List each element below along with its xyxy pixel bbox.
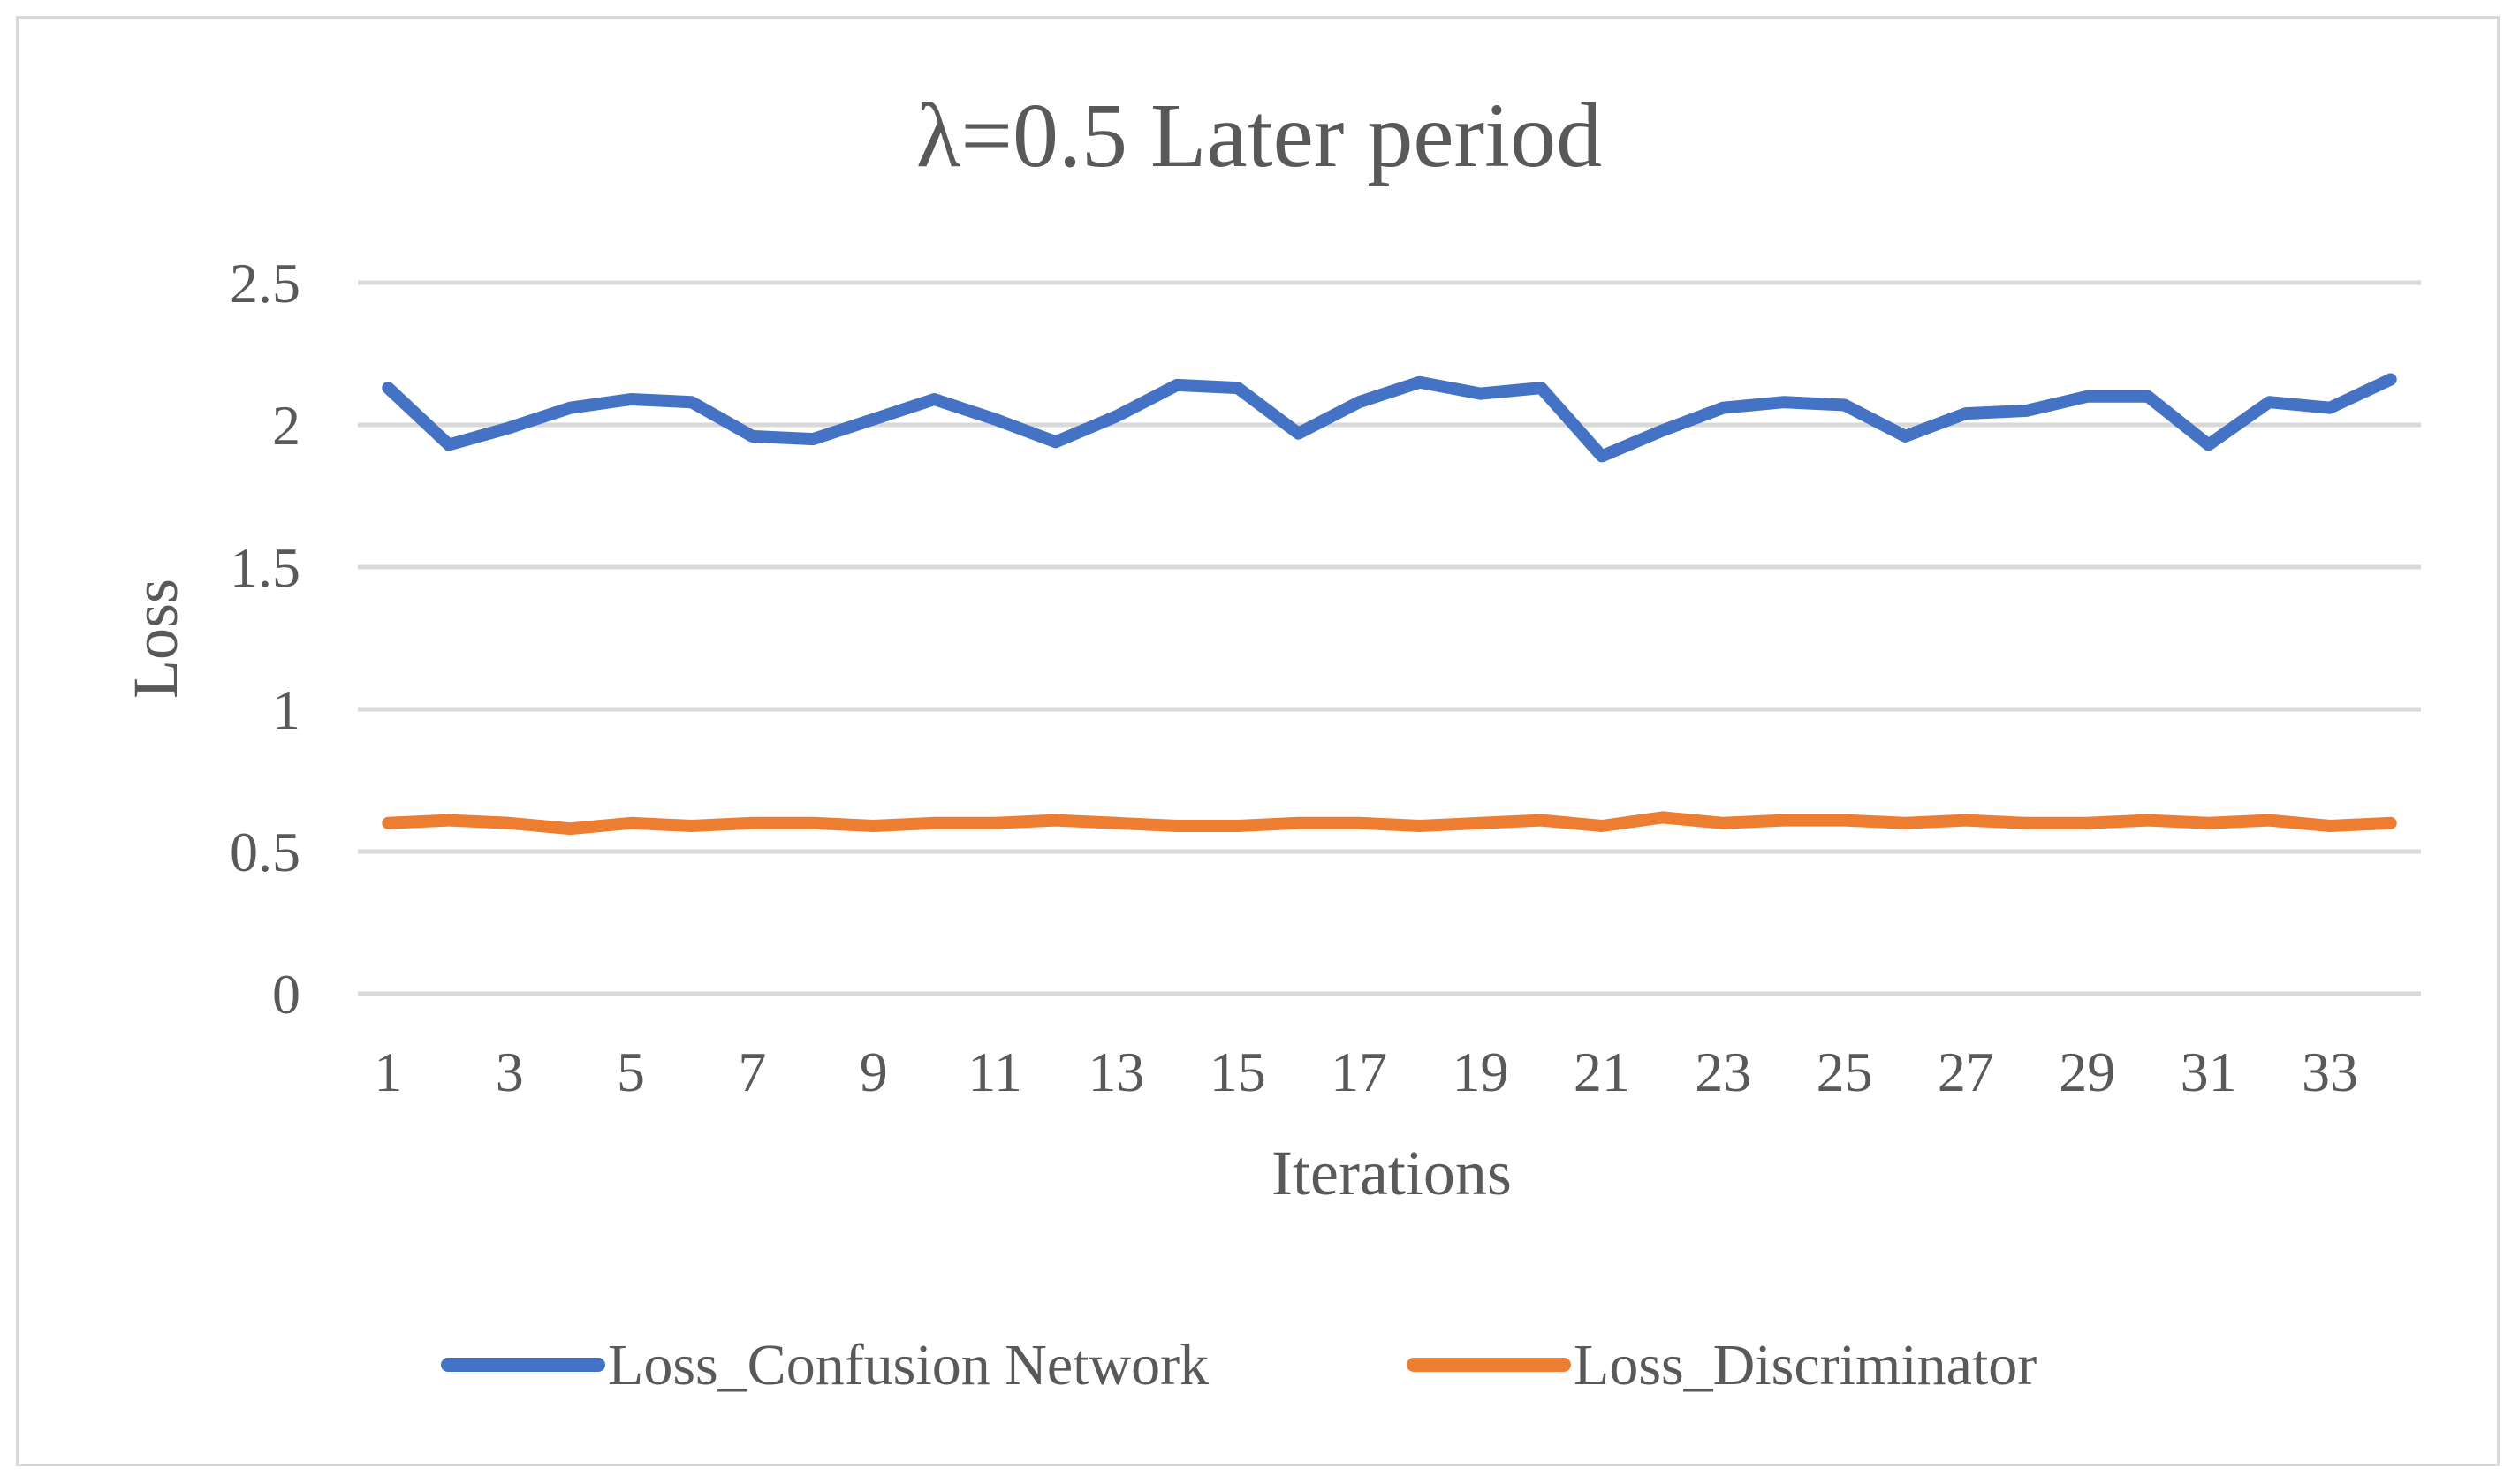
y-tick-label: 1.5 — [230, 536, 300, 599]
x-tick-label: 17 — [1331, 1041, 1387, 1103]
y-tick-label: 0 — [272, 963, 300, 1026]
x-tick-label: 13 — [1088, 1041, 1144, 1103]
x-tick-label: 27 — [1938, 1041, 1994, 1103]
x-tick-label: 1 — [374, 1041, 402, 1103]
y-tick-label: 2.5 — [230, 252, 300, 314]
y-tick-label: 1 — [272, 678, 300, 741]
x-tick-label: 15 — [1210, 1041, 1266, 1103]
x-tick-label: 3 — [496, 1041, 524, 1103]
x-tick-label: 9 — [860, 1041, 888, 1103]
x-tick-label: 7 — [738, 1041, 766, 1103]
y-tick-label: 2 — [272, 394, 300, 457]
legend-label-confusion-network: Loss_Confusion Network — [608, 1333, 1209, 1397]
x-axis-label: Iterations — [1271, 1138, 1512, 1208]
x-tick-label: 19 — [1453, 1041, 1509, 1103]
x-tick-label: 11 — [967, 1041, 1022, 1103]
x-tick-label: 31 — [2181, 1041, 2237, 1103]
x-tick-label: 29 — [2059, 1041, 2115, 1103]
y-axis-label: Loss — [120, 579, 191, 699]
series-line-discriminator — [382, 811, 2397, 836]
series-line-confusion-network — [382, 373, 2397, 463]
x-tick-label: 33 — [2302, 1041, 2358, 1103]
gridlines — [358, 280, 2421, 996]
x-tick-label: 5 — [617, 1041, 645, 1103]
x-tick-label: 21 — [1574, 1041, 1630, 1103]
series-lines — [382, 373, 2397, 836]
y-axis-ticks: 0 0.5 1 1.5 2 2.5 — [230, 252, 300, 1026]
x-axis-ticks: 1 3 5 7 9 11 13 15 17 19 21 23 25 27 29 31 33 — [374, 1041, 2358, 1103]
y-tick-label: 0.5 — [230, 821, 300, 883]
x-tick-label: 23 — [1695, 1041, 1751, 1103]
x-tick-label: 25 — [1817, 1041, 1873, 1103]
legend-label-discriminator: Loss_Discriminator — [1574, 1333, 2037, 1397]
legend: Loss_Confusion Network Loss_Discriminato… — [441, 1333, 2037, 1397]
chart-title: λ=0.5 Later period — [916, 85, 1602, 186]
chart-frame — [16, 16, 2500, 1466]
